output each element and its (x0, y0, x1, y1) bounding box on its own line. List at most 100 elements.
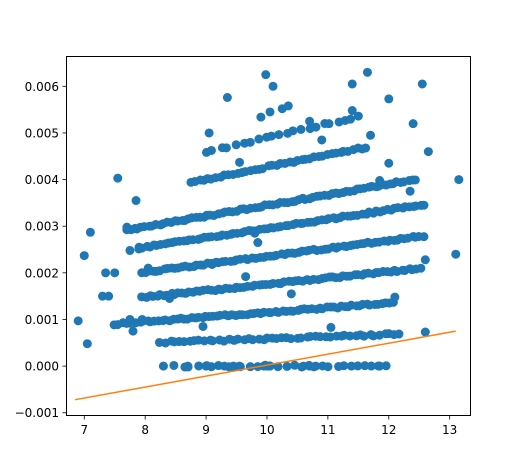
data-point (207, 259, 217, 269)
data-point (256, 112, 266, 122)
data-point (305, 116, 315, 126)
data-point (282, 361, 292, 371)
data-point (101, 268, 111, 278)
x-tick-label: 11 (320, 423, 335, 437)
x-tick-label: 12 (381, 423, 396, 437)
data-point (408, 119, 418, 129)
y-tick-label: 0.002 (25, 266, 59, 280)
data-point (359, 331, 369, 341)
data-point (347, 79, 357, 89)
data-point (419, 232, 429, 242)
data-point (194, 361, 204, 371)
scatter-series (73, 67, 464, 372)
data-point (451, 249, 461, 259)
data-point (204, 128, 214, 138)
data-point (201, 361, 211, 371)
data-point (134, 242, 144, 252)
data-point (82, 339, 92, 349)
x-tick-label: 9 (202, 423, 210, 437)
data-point (79, 251, 89, 261)
data-point (283, 101, 293, 111)
data-point (311, 361, 321, 371)
data-point (222, 93, 232, 102)
data-point (241, 272, 251, 282)
y-tick-label: −0.001 (15, 406, 59, 420)
data-point (375, 361, 385, 371)
data-point (250, 228, 260, 238)
data-point (419, 200, 429, 210)
x-axis: 7 8 9 10 11 12 13 (80, 416, 457, 437)
data-point (394, 329, 404, 339)
data-point (113, 173, 123, 183)
data-point (346, 114, 355, 124)
data-point (231, 140, 241, 150)
y-axis: −0.001 0.000 0.001 0.002 0.003 0.004 0.005 0.00… (15, 80, 66, 420)
data-point (73, 316, 83, 326)
data-point (346, 361, 356, 371)
data-point (416, 263, 426, 273)
data-point (125, 245, 135, 255)
data-point (110, 268, 120, 278)
data-point (360, 361, 370, 371)
x-tick-label: 7 (80, 423, 88, 437)
data-point (268, 81, 278, 91)
data-point (206, 145, 216, 155)
data-point (290, 360, 300, 370)
x-tick-label: 13 (442, 423, 457, 437)
trend-line (75, 330, 456, 401)
data-point (311, 122, 321, 132)
data-point (323, 362, 333, 372)
data-point (420, 327, 430, 337)
data-point (248, 335, 258, 345)
data-point (347, 106, 357, 116)
data-point (375, 176, 385, 186)
data-point (245, 137, 255, 147)
data-point (183, 361, 193, 371)
data-point (122, 222, 132, 232)
data-point (128, 326, 138, 336)
data-point (254, 134, 264, 144)
data-point (233, 334, 243, 344)
data-point (353, 361, 363, 371)
data-point (366, 361, 376, 371)
data-point (273, 362, 283, 372)
data-point (324, 119, 334, 129)
data-point (345, 331, 355, 341)
data-point (253, 238, 263, 248)
data-point (384, 158, 394, 168)
data-point (420, 255, 430, 265)
data-point (208, 336, 218, 346)
y-tick-label: 0.004 (25, 173, 59, 187)
data-point (362, 67, 372, 77)
data-point (296, 124, 306, 134)
data-point (125, 314, 135, 324)
data-point (366, 130, 376, 140)
data-point (131, 196, 141, 206)
data-point (158, 361, 168, 371)
trend-line-series (75, 330, 456, 401)
data-point (339, 361, 349, 371)
data-point (219, 361, 229, 371)
data-point (326, 322, 336, 332)
data-point (286, 334, 296, 344)
x-tick-label: 10 (259, 423, 274, 437)
data-point (137, 314, 147, 324)
x-tick-label: 8 (141, 423, 149, 437)
data-point (454, 175, 464, 185)
data-point (317, 135, 327, 145)
data-point (143, 263, 153, 273)
y-tick-label: 0.000 (25, 360, 59, 374)
data-point (288, 126, 298, 136)
y-tick-label: 0.006 (25, 80, 59, 94)
data-point (169, 360, 179, 370)
data-point (381, 361, 391, 371)
data-point (423, 147, 433, 157)
y-tick-label: 0.005 (25, 126, 59, 140)
data-point (266, 131, 276, 141)
data-point (85, 227, 95, 237)
data-point (417, 79, 427, 89)
y-tick-label: 0.003 (25, 220, 59, 234)
data-point (261, 70, 271, 80)
data-point (104, 291, 114, 301)
